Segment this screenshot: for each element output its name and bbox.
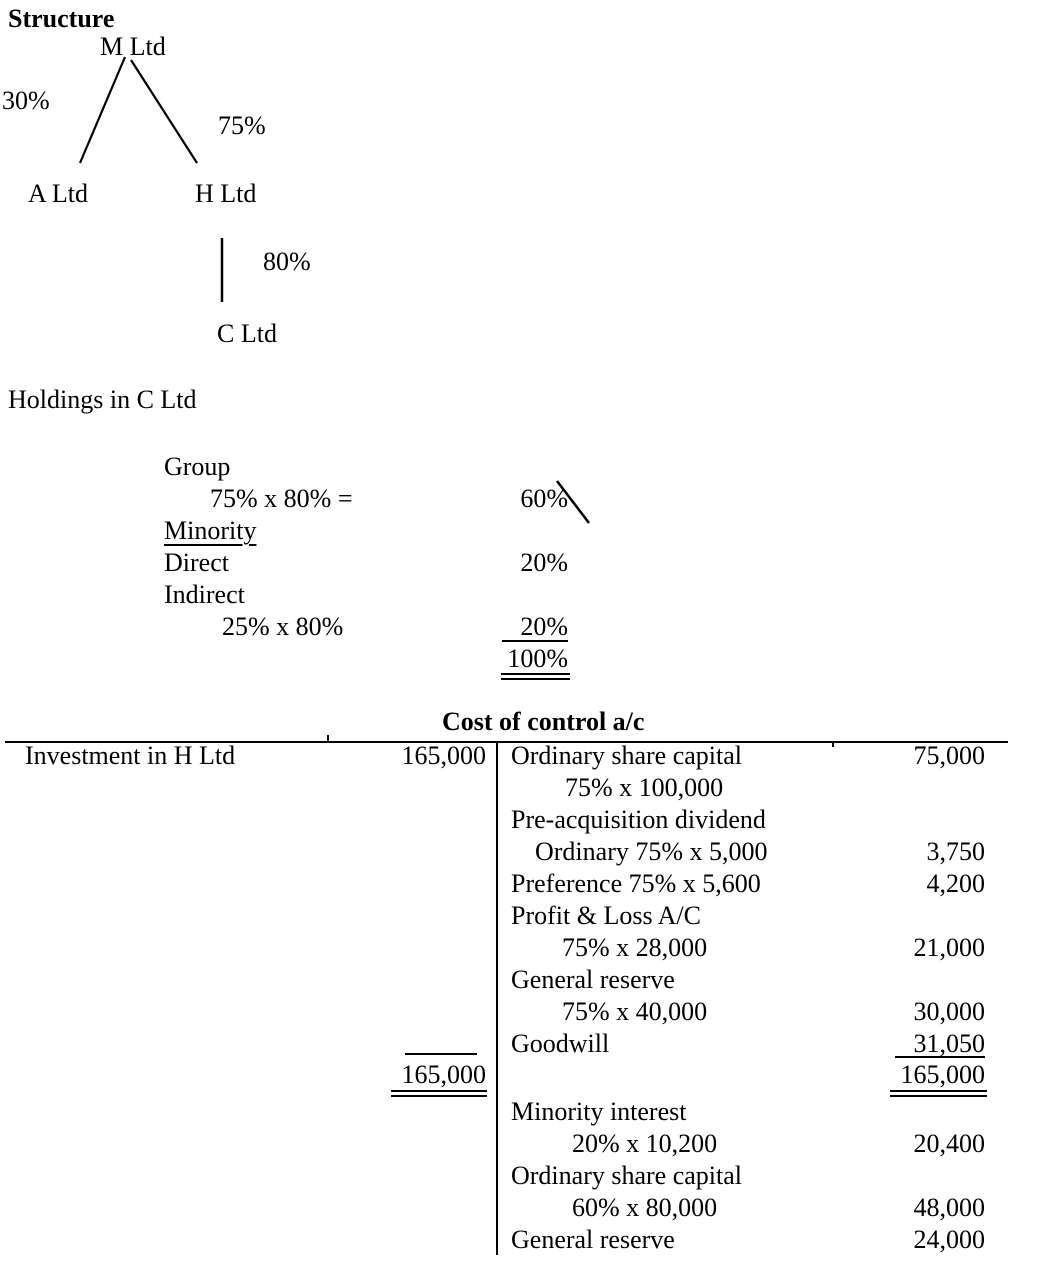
ledger-right-row-label: Ordinary share capital: [511, 741, 743, 770]
ledger-right-row-label: Goodwill: [511, 1029, 610, 1058]
ledger-right-row-amount: 31,050: [913, 1029, 986, 1058]
ledger-right-row-label: General reserve: [511, 1225, 675, 1254]
ledger-top-rule: [5, 741, 1008, 743]
ledger-left-total: 165,000: [401, 1060, 487, 1089]
ledger-right-row-amount: 3,750: [926, 837, 986, 866]
ledger-left-row-amount: 165,000: [401, 741, 487, 770]
holdings-indirect-value: 20%: [520, 612, 568, 641]
ledger-right-row-label: Ordinary share capital: [511, 1161, 743, 1190]
node-h-ltd: H Ltd: [195, 179, 257, 208]
ledger-right-row-label: 75% x 28,000: [562, 933, 708, 962]
ledger-right-row-label: Minority interest: [511, 1097, 687, 1126]
holdings-group-label: Group: [164, 452, 231, 481]
ledger-right-row-label: General reserve: [511, 965, 675, 994]
ledger-left-total-double-rule: [391, 1090, 487, 1097]
ledger-right-row-amount: 24,000: [913, 1225, 986, 1254]
ledger-right-row-label: 75% x 100,000: [565, 773, 724, 802]
ledger-top-tick-2: [832, 741, 834, 747]
holdings-direct-value: 20%: [520, 548, 568, 577]
ledger-right-total-double-rule: [890, 1090, 987, 1097]
ledger-right-row-amount: 20,400: [913, 1129, 986, 1158]
ledger-column-divider: [496, 741, 498, 1255]
holdings-subtotal-rule: [502, 640, 568, 642]
ledger-left-total-rule: [405, 1053, 477, 1055]
ledger-right-row-label: Preference 75% x 5,600: [511, 869, 761, 898]
ledger-right-row-amount: 30,000: [913, 997, 986, 1026]
node-m-ltd: M Ltd: [100, 32, 166, 61]
ledger-title: Cost of control a/c: [442, 707, 645, 736]
ledger-right-row-label: 75% x 40,000: [562, 997, 708, 1026]
tree-edge-m-to-h: [130, 59, 198, 164]
ledger-right-row-amount: 4,200: [926, 869, 986, 898]
edge-label-30pct: 30%: [2, 86, 50, 115]
holdings-group-calc: 75% x 80% =: [210, 484, 353, 513]
edge-label-80pct: 80%: [263, 247, 311, 276]
holdings-total-value: 100%: [507, 644, 568, 673]
node-c-ltd: C Ltd: [217, 319, 277, 348]
ledger-right-row-label: Pre-acquisition dividend: [511, 805, 766, 834]
ledger-left-row-label: Investment in H Ltd: [25, 741, 236, 770]
holdings-indirect-label: Indirect: [164, 580, 245, 609]
holdings-heading: Holdings in C Ltd: [8, 385, 197, 414]
structure-heading: Structure: [8, 4, 115, 33]
ledger-right-row-amount: 48,000: [913, 1193, 986, 1222]
edge-label-75pct: 75%: [218, 111, 266, 140]
ledger-right-subtotal-rule: [895, 1056, 985, 1058]
holdings-indirect-calc: 25% x 80%: [222, 612, 344, 641]
ledger-right-row-amount: 75,000: [913, 741, 986, 770]
holdings-direct-label: Direct: [164, 548, 229, 577]
ledger-right-row-label: Ordinary 75% x 5,000: [535, 837, 768, 866]
ledger-right-row-label: 60% x 80,000: [572, 1193, 718, 1222]
tree-edge-m-to-a: [78, 56, 127, 164]
ledger-right-row-amount: 21,000: [913, 933, 986, 962]
holdings-group-value: 60%: [520, 484, 568, 513]
holdings-total-double-rule: [501, 673, 570, 680]
ledger-top-tick-1: [327, 735, 329, 742]
ledger-right-row-label: Profit & Loss A/C: [511, 901, 701, 930]
ledger-right-row-label: 20% x 10,200: [572, 1129, 718, 1158]
node-a-ltd: A Ltd: [28, 179, 88, 208]
holdings-minority-label: Minority: [164, 516, 257, 545]
ledger-right-total: 165,000: [900, 1060, 986, 1089]
